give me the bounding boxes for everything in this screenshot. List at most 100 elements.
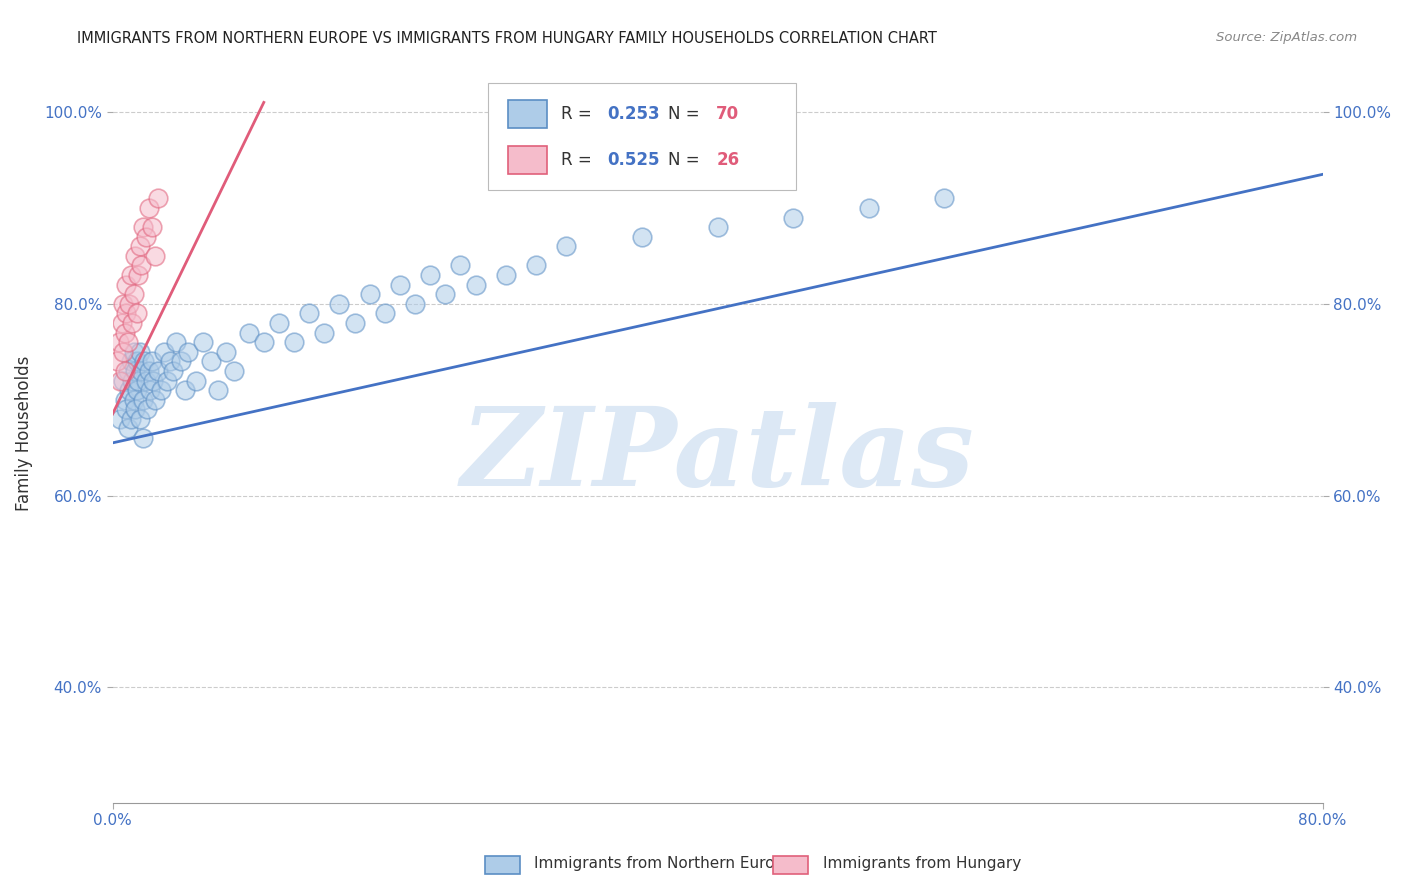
Point [858,201,880,215]
Point [404,297,426,311]
Point [141,354,163,368]
Point [142,374,165,388]
Point [143,392,166,407]
Point [146,364,169,378]
Text: N =: N = [668,151,704,169]
Point [132,220,155,235]
Point [165,335,187,350]
Point [112,374,135,388]
Point [138,364,160,378]
Point [108,374,131,388]
Text: 0.253: 0.253 [607,104,659,122]
Point [128,239,150,253]
Point [555,239,578,253]
Point [124,364,146,378]
Point [146,191,169,205]
Point [139,383,162,397]
Point [122,392,145,407]
Point [156,374,179,388]
Point [135,374,157,388]
Point [782,211,804,225]
Point [127,268,149,282]
Text: 0.525: 0.525 [607,151,659,169]
Text: Immigrants from Hungary: Immigrants from Hungary [823,856,1021,871]
Point [122,344,145,359]
Point [127,374,149,388]
Point [153,344,176,359]
Point [122,287,145,301]
Point [524,259,547,273]
Point [132,431,155,445]
Point [283,335,305,350]
Point [184,374,207,388]
Point [177,344,200,359]
Point [449,259,471,273]
Point [434,287,457,301]
Point [128,344,150,359]
Point [105,354,128,368]
Text: Source: ZipAtlas.com: Source: ZipAtlas.com [1216,31,1357,45]
Point [124,402,146,417]
Point [298,306,321,320]
Point [112,297,135,311]
Point [374,306,396,320]
Point [129,259,152,273]
Point [121,316,143,330]
Point [132,392,155,407]
Point [125,383,148,397]
Point [267,316,290,330]
Point [138,201,160,215]
Point [359,287,381,301]
Point [388,277,411,292]
Point [108,412,131,426]
Point [118,383,141,397]
Point [115,277,138,292]
Point [110,316,132,330]
Point [128,412,150,426]
Point [631,229,654,244]
Point [495,268,517,282]
FancyBboxPatch shape [488,83,796,190]
Text: R =: R = [561,151,598,169]
Point [118,297,141,311]
Point [215,344,238,359]
Point [120,412,142,426]
FancyBboxPatch shape [508,100,547,128]
Point [112,344,135,359]
Text: 26: 26 [716,151,740,169]
Point [222,364,245,378]
Point [159,354,181,368]
Text: Immigrants from Northern Europe: Immigrants from Northern Europe [534,856,794,871]
Point [343,316,366,330]
Point [136,402,159,417]
Point [314,326,336,340]
Point [149,383,172,397]
Point [419,268,441,282]
Point [117,364,139,378]
Point [115,306,138,320]
Point [134,354,156,368]
Point [328,297,350,311]
Text: IMMIGRANTS FROM NORTHERN EUROPE VS IMMIGRANTS FROM HUNGARY FAMILY HOUSEHOLDS COR: IMMIGRANTS FROM NORTHERN EUROPE VS IMMIG… [77,31,938,46]
Point [141,220,163,235]
Point [706,220,728,235]
Point [114,364,136,378]
Point [120,354,142,368]
Point [129,364,152,378]
Point [115,402,138,417]
Point [169,354,191,368]
Text: 70: 70 [716,104,740,122]
Point [125,354,148,368]
Point [162,364,184,378]
Text: R =: R = [561,104,598,122]
FancyBboxPatch shape [508,146,547,174]
Point [117,335,139,350]
Text: N =: N = [668,104,704,122]
Point [117,421,139,435]
Point [124,249,146,263]
Point [125,306,148,320]
Point [143,249,166,263]
Point [253,335,276,350]
Point [121,374,143,388]
Point [464,277,486,292]
